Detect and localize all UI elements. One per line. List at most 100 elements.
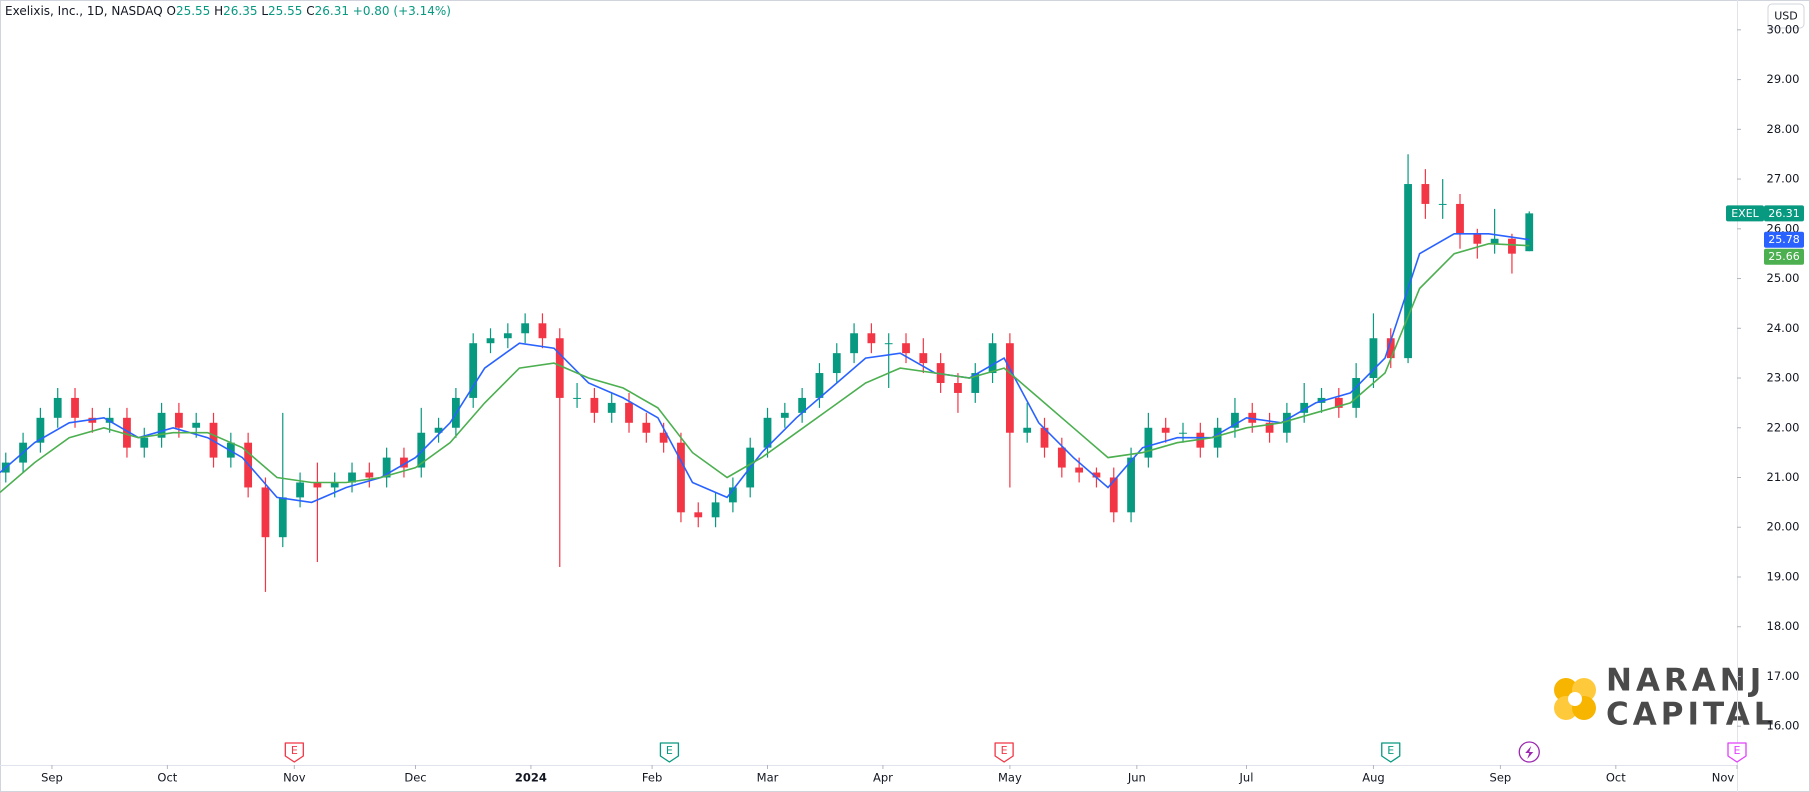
event-label: E xyxy=(666,744,673,757)
event-marker: E xyxy=(1727,742,1747,763)
candle-body xyxy=(642,422,651,433)
event-label: E xyxy=(1734,744,1741,757)
candle-body xyxy=(486,338,495,344)
candle-body xyxy=(867,333,876,344)
candle-body xyxy=(261,487,270,538)
candle-body xyxy=(1404,184,1412,359)
event-label: E xyxy=(291,744,298,757)
candle-body xyxy=(469,343,478,398)
ohlc-key: L xyxy=(261,4,269,18)
candle-body xyxy=(71,397,79,418)
candle-body xyxy=(330,482,339,488)
x-tick-label: Jun xyxy=(1127,771,1146,785)
price-tag xyxy=(1764,231,1804,248)
candle-body xyxy=(174,412,183,428)
candle-body xyxy=(954,382,962,393)
ticker-tag xyxy=(1726,205,1764,222)
candle-body xyxy=(1525,213,1534,252)
candle-body xyxy=(1352,378,1361,408)
candle-body xyxy=(780,412,789,418)
candle-body xyxy=(1421,184,1430,204)
candle-body xyxy=(400,457,408,468)
price-tag xyxy=(1764,205,1804,222)
candle-body xyxy=(659,432,668,443)
candle-body xyxy=(607,402,616,413)
y-tick-label: 18.00 xyxy=(1767,619,1800,633)
y-tick-label: 24.00 xyxy=(1767,321,1800,335)
candle-body xyxy=(1161,427,1170,433)
candle-body xyxy=(313,482,322,488)
price-tag-label: 26.31 xyxy=(1768,207,1800,220)
logo-text: NARANJ xyxy=(1606,663,1765,699)
y-tick-label: 25.00 xyxy=(1767,271,1800,285)
moving-average-line xyxy=(0,233,1530,504)
candle-body xyxy=(538,323,547,339)
candle-body xyxy=(1196,432,1205,448)
candle-body xyxy=(365,472,374,478)
candle-body xyxy=(1057,447,1066,468)
candle-body xyxy=(555,338,564,398)
x-tick-label: Dec xyxy=(404,771,426,785)
candle-body xyxy=(815,373,824,398)
x-tick-label: Sep xyxy=(41,771,63,785)
candle-body xyxy=(140,437,149,448)
candle-body xyxy=(1300,402,1309,413)
x-tick-label: Jul xyxy=(1239,771,1254,785)
ticker-tag-label: EXEL xyxy=(1731,207,1759,220)
candle-body xyxy=(1473,233,1482,244)
candle-body xyxy=(1490,238,1499,244)
candle-body xyxy=(1369,338,1378,379)
event-icon xyxy=(1525,746,1534,759)
candle-body xyxy=(521,323,530,334)
candle-body xyxy=(1005,343,1014,433)
event-label: E xyxy=(1387,744,1394,757)
candle-body xyxy=(1127,457,1135,513)
candle-body xyxy=(1438,203,1447,205)
y-tick-label: 27.00 xyxy=(1767,172,1800,186)
candle-body xyxy=(53,397,62,418)
candle-body xyxy=(573,397,581,399)
candle-body xyxy=(1213,427,1222,448)
y-tick-label: 19.00 xyxy=(1767,569,1800,583)
candle-body xyxy=(988,343,997,374)
event-marker xyxy=(1518,741,1540,763)
ohlc-key: H xyxy=(214,4,224,18)
candle-body xyxy=(1334,397,1343,408)
candle-body xyxy=(1092,472,1101,478)
candle-body xyxy=(1265,422,1274,433)
candle-body xyxy=(832,353,841,374)
candle-body xyxy=(1386,338,1395,359)
logo-text: CAPITAL xyxy=(1606,697,1777,733)
candle-body xyxy=(382,457,391,478)
y-tick-label: 21.00 xyxy=(1767,470,1800,484)
event-badge xyxy=(994,742,1014,763)
ohlc-value: 25.55 xyxy=(268,4,303,18)
candle-body xyxy=(711,502,720,518)
event-badge xyxy=(284,742,304,763)
price-tag-label: 25.78 xyxy=(1768,233,1800,246)
legend-header: Exelixis, Inc., 1D, NASDAQ O25.55 H26.35… xyxy=(5,4,451,18)
candle-body xyxy=(1282,412,1291,433)
ohlc-value: 26.35 xyxy=(223,4,258,18)
candle-body xyxy=(503,333,512,339)
currency-box xyxy=(1767,3,1805,29)
y-tick-label: 17.00 xyxy=(1767,669,1800,683)
candle-body xyxy=(88,417,97,423)
candle-body xyxy=(417,432,426,468)
ohlc-key: O xyxy=(166,4,176,18)
x-tick-label: Apr xyxy=(873,771,893,785)
price-tag xyxy=(1764,248,1804,265)
ohlc-value: 25.55 xyxy=(175,4,211,18)
candle-body xyxy=(123,417,131,448)
candle-body xyxy=(590,397,599,413)
event-marker: E xyxy=(284,742,304,763)
change-value: +0.80 (+3.14%) xyxy=(352,4,451,18)
candle-body xyxy=(1040,427,1049,448)
candle-body xyxy=(1456,203,1464,234)
candle-body xyxy=(884,343,893,345)
x-tick-label: Sep xyxy=(1490,771,1512,785)
candle-body xyxy=(278,497,287,538)
candle-body xyxy=(1248,412,1257,423)
